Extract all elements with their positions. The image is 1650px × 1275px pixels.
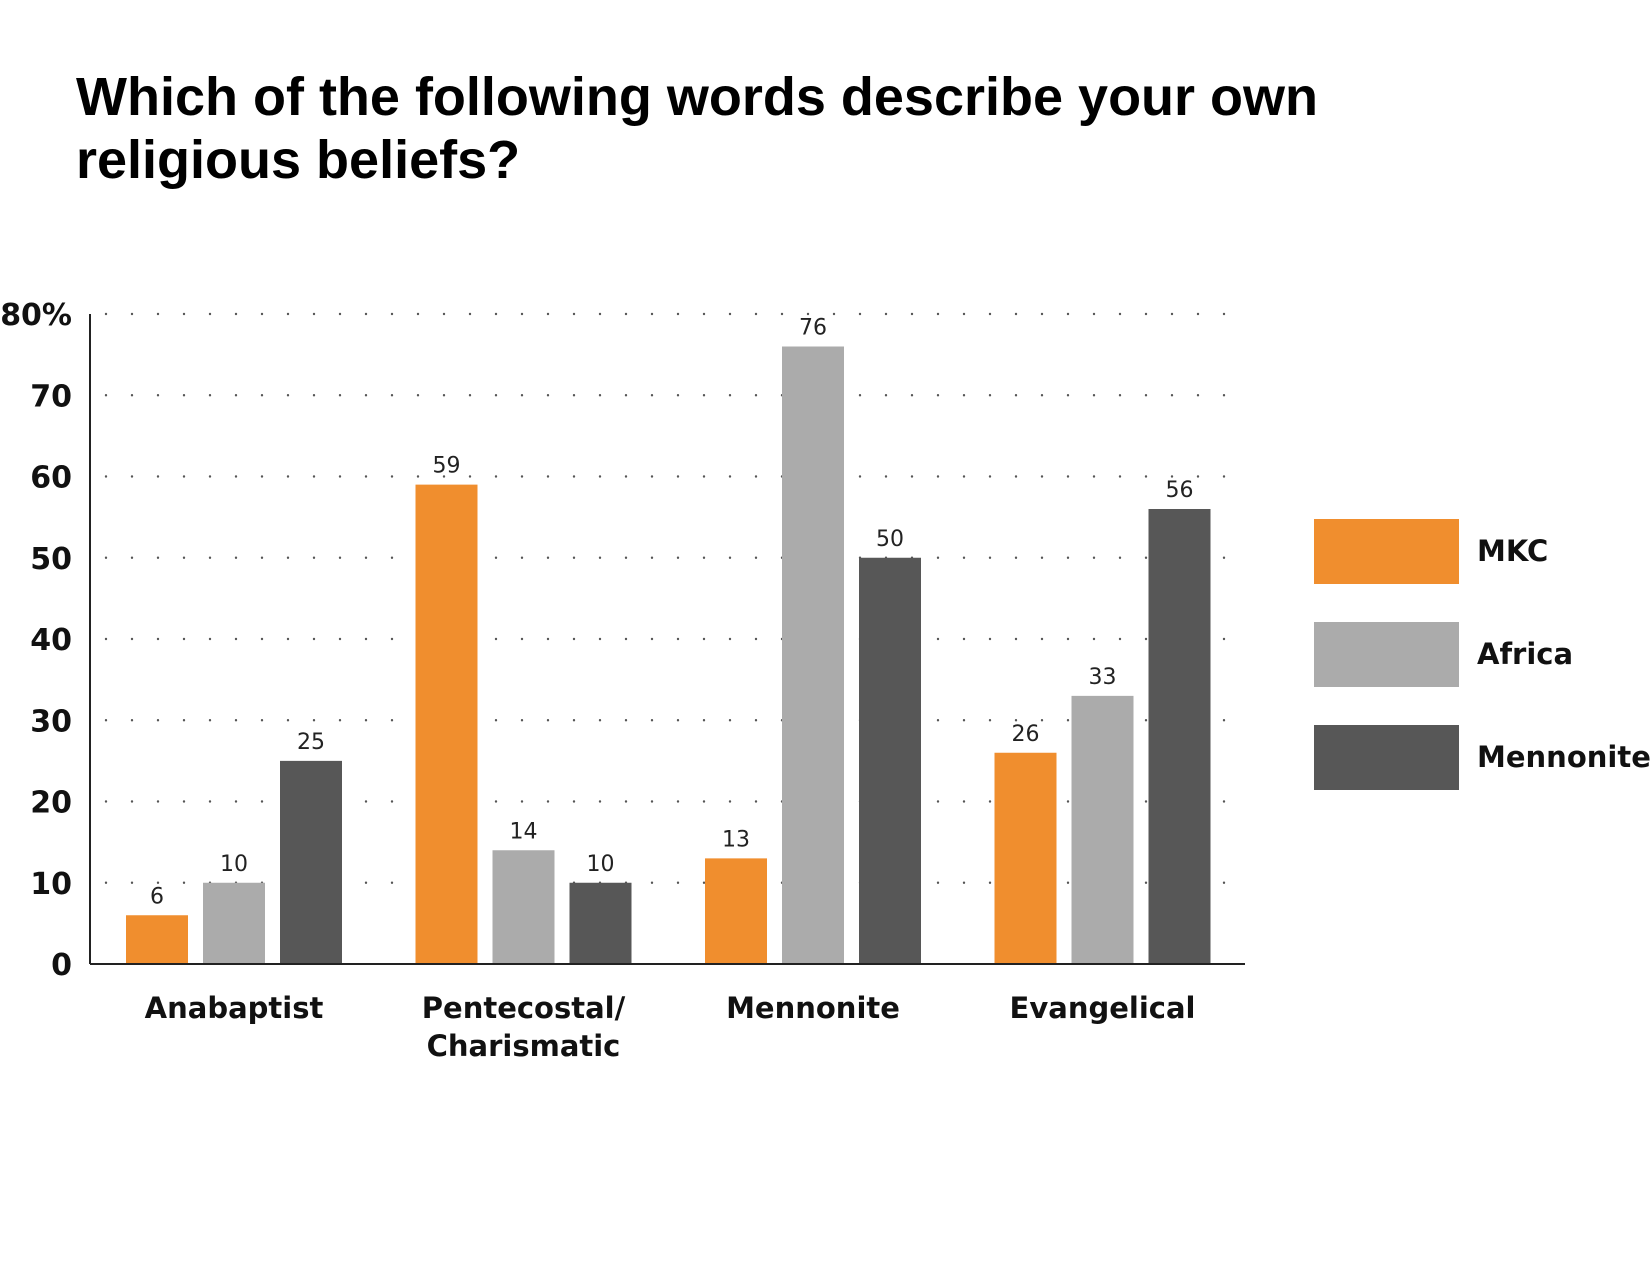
legend-label: Mennonite (1477, 740, 1650, 774)
y-axis-ticks: 0 10 20 30 40 50 60 70 80% (0, 298, 72, 983)
data-labels: 6 10 25 59 14 10 13 76 50 26 33 56 (150, 316, 1194, 910)
data-label: 6 (150, 884, 164, 909)
x-category-label-line: Pentecostal/ (422, 991, 626, 1025)
bar-africa-2 (782, 346, 844, 964)
legend: MKC Africa Mennonite (1314, 519, 1650, 790)
data-label: 13 (722, 827, 750, 852)
data-label: 33 (1089, 665, 1117, 690)
data-label: 56 (1166, 478, 1194, 503)
bar-mkc-3 (994, 752, 1057, 964)
y-tick-label: 60 (30, 461, 72, 496)
data-label: 10 (220, 852, 248, 877)
legend-label: Africa (1477, 637, 1573, 671)
y-tick-label: 50 (30, 542, 72, 577)
y-tick-label: 70 (30, 379, 72, 414)
x-category-label-line: Anabaptist (145, 991, 324, 1025)
bar-mennonite-2 (859, 557, 921, 964)
x-category-label-line: Charismatic (427, 1029, 621, 1063)
bar-mennonite-0 (280, 760, 342, 964)
bar-mkc-0 (126, 915, 188, 964)
y-tick-label: 80% (0, 298, 72, 333)
x-category-label: Pentecostal/Charismatic (422, 991, 626, 1063)
bar-mkc-2 (705, 858, 767, 964)
bar-africa-3 (1071, 695, 1134, 964)
gridlines (104, 312, 1232, 884)
x-axis-labels: Anabaptist Pentecostal/Charismatic Mennoni… (145, 991, 1196, 1063)
data-label: 14 (510, 819, 538, 844)
data-label: 10 (587, 852, 615, 877)
bar-africa-1 (492, 850, 555, 964)
bars (126, 346, 1211, 964)
data-label: 76 (799, 316, 827, 341)
x-category-label-line: Mennonite (726, 991, 900, 1025)
legend-swatch-africa (1314, 622, 1459, 687)
y-tick-label: 30 (30, 704, 72, 739)
bar-mkc-1 (415, 484, 478, 964)
y-tick-label: 20 (30, 786, 72, 821)
data-label: 59 (433, 454, 461, 479)
chart-title: Which of the following words describe yo… (76, 67, 1319, 190)
data-label: 26 (1012, 722, 1040, 747)
legend-swatch-mkc (1314, 519, 1459, 584)
data-label: 25 (297, 730, 325, 755)
x-category-label-line: Evangelical (1010, 991, 1196, 1025)
bar-africa-0 (203, 882, 265, 964)
bar-mennonite-3 (1148, 509, 1211, 964)
bar-mennonite-1 (569, 882, 632, 964)
x-category-label: Evangelical (1010, 991, 1196, 1025)
legend-label: MKC (1477, 534, 1548, 568)
x-category-label: Anabaptist (145, 991, 324, 1025)
x-category-label: Mennonite (726, 991, 900, 1025)
y-tick-label: 40 (30, 623, 72, 658)
data-label: 50 (876, 527, 904, 552)
legend-swatch-mennonite (1314, 725, 1459, 790)
y-tick-label: 10 (30, 867, 72, 902)
y-tick-label: 0 (51, 948, 72, 983)
